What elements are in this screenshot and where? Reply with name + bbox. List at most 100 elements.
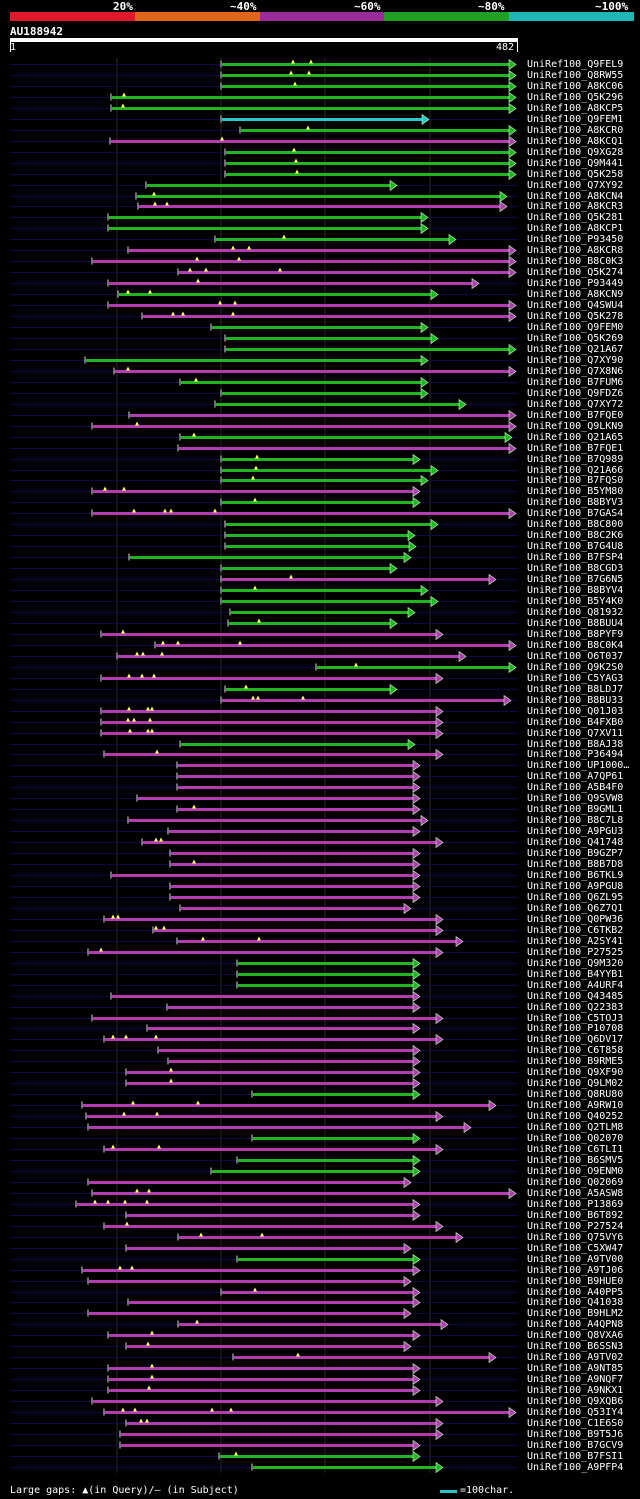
hit-label[interactable]: UniRef100_Q01J03 — [527, 705, 624, 717]
hit-label[interactable]: UniRef100_B7FQE1 — [527, 442, 624, 454]
hit-label[interactable]: UniRef100_Q40252 — [527, 1110, 624, 1122]
hit-label[interactable]: UniRef100_B6TKL9 — [527, 869, 624, 881]
hit-label[interactable]: UniRef100_Q7XV11 — [527, 727, 624, 739]
hit-label[interactable]: UniRef100_A8KCR3 — [527, 200, 624, 212]
hit-label[interactable]: UniRef100_Q9LM02 — [527, 1077, 624, 1089]
hit-label[interactable]: UniRef100_B7Q989 — [527, 453, 624, 465]
hit-label[interactable]: UniRef100_Q5K278 — [527, 310, 624, 322]
hit-label[interactable]: UniRef100_A8KCR0 — [527, 124, 624, 136]
hit-label[interactable]: UniRef100_A8KCN9 — [527, 288, 624, 300]
hit-label[interactable]: UniRef100_B8C800 — [527, 518, 624, 530]
hit-label[interactable]: UniRef100_C6T858 — [527, 1044, 624, 1056]
hit-label[interactable]: UniRef100_Q6Z7Q1 — [527, 902, 624, 914]
hit-label[interactable]: UniRef100_P27524 — [527, 1220, 624, 1232]
hit-label[interactable]: UniRef100_Q9FDZ6 — [527, 387, 624, 399]
hit-label[interactable]: UniRef100_Q9M320 — [527, 957, 624, 969]
hit-label[interactable]: UniRef100_Q7X8N6 — [527, 365, 624, 377]
hit-label[interactable]: UniRef100_Q0PW36 — [527, 913, 624, 925]
hit-label[interactable]: UniRef100_A8KCN4 — [527, 190, 624, 202]
hit-label[interactable]: UniRef100_Q9FEL9 — [527, 58, 624, 70]
hit-label[interactable]: UniRef100_B8C0K3 — [527, 255, 624, 267]
hit-label[interactable]: UniRef100_P36494 — [527, 748, 624, 760]
hit-label[interactable]: UniRef100_C6TLI1 — [527, 1143, 624, 1155]
hit-label[interactable]: UniRef100_B9T5J6 — [527, 1428, 624, 1440]
hit-label[interactable]: UniRef100_Q43485 — [527, 990, 624, 1002]
hit-label[interactable]: UniRef100_Q6DV17 — [527, 1033, 624, 1045]
hit-label[interactable]: UniRef100_C1E6S0 — [527, 1417, 624, 1429]
hit-label[interactable]: UniRef100_Q7XY90 — [527, 354, 624, 366]
hit-label[interactable]: UniRef100_Q5K258 — [527, 168, 624, 180]
hit-label[interactable]: UniRef100_O9ENM0 — [527, 1165, 624, 1177]
hit-label[interactable]: UniRef100_Q5K296 — [527, 91, 624, 103]
hit-label[interactable]: UniRef100_A9PGU8 — [527, 880, 624, 892]
hit-label[interactable]: UniRef100_B7FUM6 — [527, 376, 624, 388]
hit-label[interactable]: UniRef100_Q22383 — [527, 1001, 624, 1013]
hit-label[interactable]: UniRef100_Q7XY92 — [527, 179, 624, 191]
hit-label[interactable]: UniRef100_Q5K269 — [527, 332, 624, 344]
hit-label[interactable]: UniRef100_A9NKX1 — [527, 1384, 624, 1396]
hit-label[interactable]: UniRef100_B7GCV9 — [527, 1439, 624, 1451]
hit-label[interactable]: UniRef100_B5Y4K0 — [527, 595, 624, 607]
hit-label[interactable]: UniRef100_A9TV00 — [527, 1253, 624, 1265]
hit-label[interactable]: UniRef100_B8C7L8 — [527, 814, 624, 826]
hit-label[interactable]: UniRef100_B8C2K6 — [527, 529, 624, 541]
hit-label[interactable]: UniRef100_Q9XF90 — [527, 1066, 624, 1078]
hit-label[interactable]: UniRef100_B8AJ38 — [527, 738, 624, 750]
hit-label[interactable]: UniRef100_C6TKB2 — [527, 924, 624, 936]
hit-label[interactable]: UniRef100_P10708 — [527, 1022, 624, 1034]
hit-label[interactable]: UniRef100_Q6ZL95 — [527, 891, 624, 903]
hit-label[interactable]: UniRef100_Q8VXA6 — [527, 1329, 624, 1341]
hit-label[interactable]: UniRef100_B7FQE0 — [527, 409, 624, 421]
hit-label[interactable]: UniRef100_Q9FEM1 — [527, 113, 624, 125]
hit-label[interactable]: UniRef100_Q75VY6 — [527, 1231, 624, 1243]
hit-label[interactable]: UniRef100_B8BUU4 — [527, 617, 624, 629]
hit-label[interactable]: UniRef100_A9TJ06 — [527, 1264, 624, 1276]
hit-label[interactable]: UniRef100_A2SY41 — [527, 935, 624, 947]
hit-label[interactable]: UniRef100_B8B7D8 — [527, 858, 624, 870]
hit-label[interactable]: UniRef100_Q9SVW8 — [527, 792, 624, 804]
hit-label[interactable]: UniRef100_B6T892 — [527, 1209, 624, 1221]
hit-label[interactable]: UniRef100_A8KCP5 — [527, 102, 624, 114]
hit-label[interactable]: UniRef100_B7FQS0 — [527, 474, 624, 486]
hit-label[interactable]: UniRef100_P93449 — [527, 277, 624, 289]
hit-label[interactable]: UniRef100_B8BYV3 — [527, 496, 624, 508]
hit-label[interactable]: UniRef100_A9NT85 — [527, 1362, 624, 1374]
hit-label[interactable]: UniRef100_B7G6N5 — [527, 573, 624, 585]
hit-label[interactable]: UniRef100_B9RME5 — [527, 1055, 624, 1067]
hit-label[interactable]: UniRef100_A5ASW8 — [527, 1187, 624, 1199]
hit-label[interactable]: UniRef100_Q41748 — [527, 836, 624, 848]
hit-label[interactable]: UniRef100_B9GZP7 — [527, 847, 624, 859]
hit-label[interactable]: UniRef100_B8BYV4 — [527, 584, 624, 596]
hit-label[interactable]: UniRef100_B8PYF9 — [527, 628, 624, 640]
hit-label[interactable]: UniRef100_Q5K274 — [527, 266, 624, 278]
hit-label[interactable]: UniRef100_A9PFP4 — [527, 1461, 624, 1473]
hit-label[interactable]: UniRef100_B8C0K4 — [527, 639, 624, 651]
hit-label[interactable]: UniRef100_Q02070 — [527, 1132, 624, 1144]
hit-label[interactable]: UniRef100_Q7XY72 — [527, 398, 624, 410]
hit-label[interactable]: UniRef100_B8BU33 — [527, 694, 624, 706]
hit-label[interactable]: UniRef100_B9HUE0 — [527, 1275, 624, 1287]
hit-label[interactable]: UniRef100_B4YYB1 — [527, 968, 624, 980]
hit-label[interactable]: UniRef100_C5YAG3 — [527, 672, 624, 684]
hit-label[interactable]: UniRef100_A4URF4 — [527, 979, 624, 991]
hit-label[interactable]: UniRef100_Q21A67 — [527, 343, 624, 355]
hit-label[interactable]: UniRef100_A9NQF7 — [527, 1373, 624, 1385]
hit-label[interactable]: UniRef100_B6SMV5 — [527, 1154, 624, 1166]
hit-label[interactable]: UniRef100_C5XW47 — [527, 1242, 624, 1254]
hit-label[interactable]: UniRef100_Q9XQB6 — [527, 1395, 624, 1407]
hit-label[interactable]: UniRef100_P13869 — [527, 1198, 624, 1210]
hit-label[interactable]: UniRef100_B9HLM2 — [527, 1307, 624, 1319]
hit-label[interactable]: UniRef100_C5TOJ3 — [527, 1012, 624, 1024]
hit-label[interactable]: UniRef100_Q9M441 — [527, 157, 624, 169]
hit-label[interactable]: UniRef100_Q9XG28 — [527, 146, 624, 158]
hit-label[interactable]: UniRef100_B8LDJ7 — [527, 683, 624, 695]
hit-label[interactable]: UniRef100_A8KC06 — [527, 80, 624, 92]
hit-label[interactable]: UniRef100_A40PP5 — [527, 1286, 624, 1298]
hit-label[interactable]: UniRef100_Q21A65 — [527, 431, 624, 443]
hit-label[interactable]: UniRef100_Q9FEM0 — [527, 321, 624, 333]
hit-label[interactable]: UniRef100_Q9K2S0 — [527, 661, 624, 673]
hit-label[interactable]: UniRef100_B8CGD3 — [527, 562, 624, 574]
hit-label[interactable]: UniRef100_B7GAS4 — [527, 507, 624, 519]
hit-label[interactable]: UniRef100_A8KCQ1 — [527, 135, 624, 147]
hit-label[interactable]: UniRef100_B9GML1 — [527, 803, 624, 815]
